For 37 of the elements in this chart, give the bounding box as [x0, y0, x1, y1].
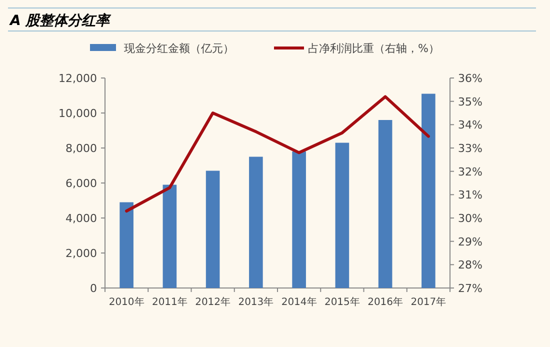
bar [422, 94, 436, 288]
bar [120, 202, 134, 288]
y2-tick-label: 33% [458, 142, 482, 155]
y-tick-label: 12,000 [58, 72, 97, 85]
y2-tick-label: 36% [458, 72, 482, 85]
y-tick-label: 4,000 [66, 212, 97, 225]
bar [378, 120, 392, 288]
legend-label: 现金分红金额（亿元） [124, 42, 234, 55]
y2-tick-label: 34% [458, 118, 482, 132]
y2-tick-label: 31% [458, 188, 482, 202]
bar [162, 184, 177, 288]
y2-tick-label: 35% [458, 95, 482, 108]
x-tick-label: 2014年 [281, 296, 317, 308]
bar [335, 142, 350, 288]
x-tick-label: 2015年 [324, 296, 360, 308]
chart-title: A 股整体分红率 [9, 12, 112, 29]
x-tick-label: 2011年 [152, 296, 188, 308]
bar [249, 156, 263, 288]
x-tick-label: 2012年 [195, 296, 231, 308]
legend-label: 占净利润比重（右轴，%） [308, 42, 440, 55]
y2-tick-label: 29% [458, 235, 482, 248]
y2-tick-label: 27% [458, 282, 482, 295]
x-tick-label: 2016年 [368, 296, 404, 308]
bar [292, 152, 306, 288]
x-tick-label: 2013年 [238, 296, 274, 308]
line-series [125, 95, 430, 212]
y-tick-label: 8,000 [66, 142, 97, 155]
y-tick-label: 6,000 [66, 177, 97, 190]
y-tick-label: 2,000 [66, 247, 97, 260]
y2-tick-label: 30% [458, 212, 482, 225]
x-tick-label: 2017年 [410, 296, 446, 308]
y2-tick-label: 32% [458, 165, 482, 178]
y-tick-label: 10,000 [58, 107, 97, 120]
bar [206, 170, 220, 288]
y2-tick-label: 28% [458, 258, 482, 272]
y-tick-label: 0 [90, 282, 97, 295]
x-tick-label: 2010年 [108, 296, 144, 308]
